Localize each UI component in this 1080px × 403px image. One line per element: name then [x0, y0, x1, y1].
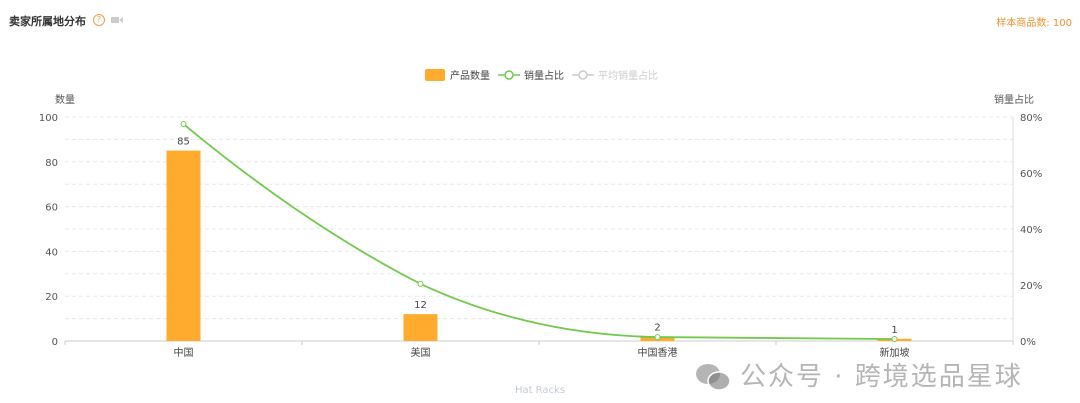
legend-item: 平均销量占比	[598, 69, 658, 82]
y-left-tick-label: 80	[45, 158, 58, 169]
legend-item: 产品数量	[450, 69, 490, 82]
x-tick-label: 美国	[411, 346, 431, 359]
bar-中国	[166, 150, 201, 341]
y-right-tick-label: 40%	[1020, 225, 1042, 236]
y-right-tick-label: 80%	[1020, 113, 1042, 124]
x-tick-label: 新加坡	[880, 346, 910, 359]
y-left-tick-label: 100	[39, 113, 58, 124]
y-left-tick-label: 60	[45, 203, 58, 214]
x-tick-label: 中国	[174, 346, 194, 359]
y-right-tick-label: 20%	[1020, 281, 1042, 292]
y-right-tick-label: 60%	[1020, 169, 1042, 180]
line-point-中国香港	[654, 334, 661, 341]
question-circle-icon[interactable]: ?	[93, 14, 105, 26]
bar-data-label: 85	[177, 137, 190, 148]
panel-title: 卖家所属地分布	[9, 15, 86, 28]
line-point-中国	[180, 121, 187, 127]
bar-data-label: 1	[891, 325, 897, 336]
wechat-icon	[696, 364, 731, 391]
legend-bar-swatch	[425, 69, 445, 81]
bar-data-label: 12	[414, 300, 427, 311]
watermark: 公众号 · 跨境选品星球	[740, 362, 1023, 392]
x-axis-title: Hat Racks	[515, 385, 565, 396]
line-series-sales-share	[182, 123, 895, 340]
legend-avg-marker	[578, 70, 588, 80]
bar-美国	[403, 314, 438, 341]
y-left-axis-title: 数量	[55, 93, 75, 106]
line-point-新加坡	[891, 336, 898, 343]
y-left-tick-label: 20	[45, 292, 58, 303]
y-left-tick-label: 40	[45, 247, 58, 258]
y-right-tick-label: 0%	[1020, 337, 1036, 348]
bar-data-label: 2	[654, 323, 660, 334]
line-point-美国	[417, 280, 424, 287]
y-left-tick-label: 0	[52, 337, 58, 348]
x-tick-label: 中国香港	[638, 346, 678, 359]
legend-item: 销量占比	[524, 69, 564, 82]
y-right-axis-title: 销量占比	[994, 93, 1034, 106]
sample-count: 样本商品数: 100	[996, 18, 1072, 29]
legend-line-marker	[504, 70, 514, 80]
video-icon[interactable]	[111, 17, 119, 23]
